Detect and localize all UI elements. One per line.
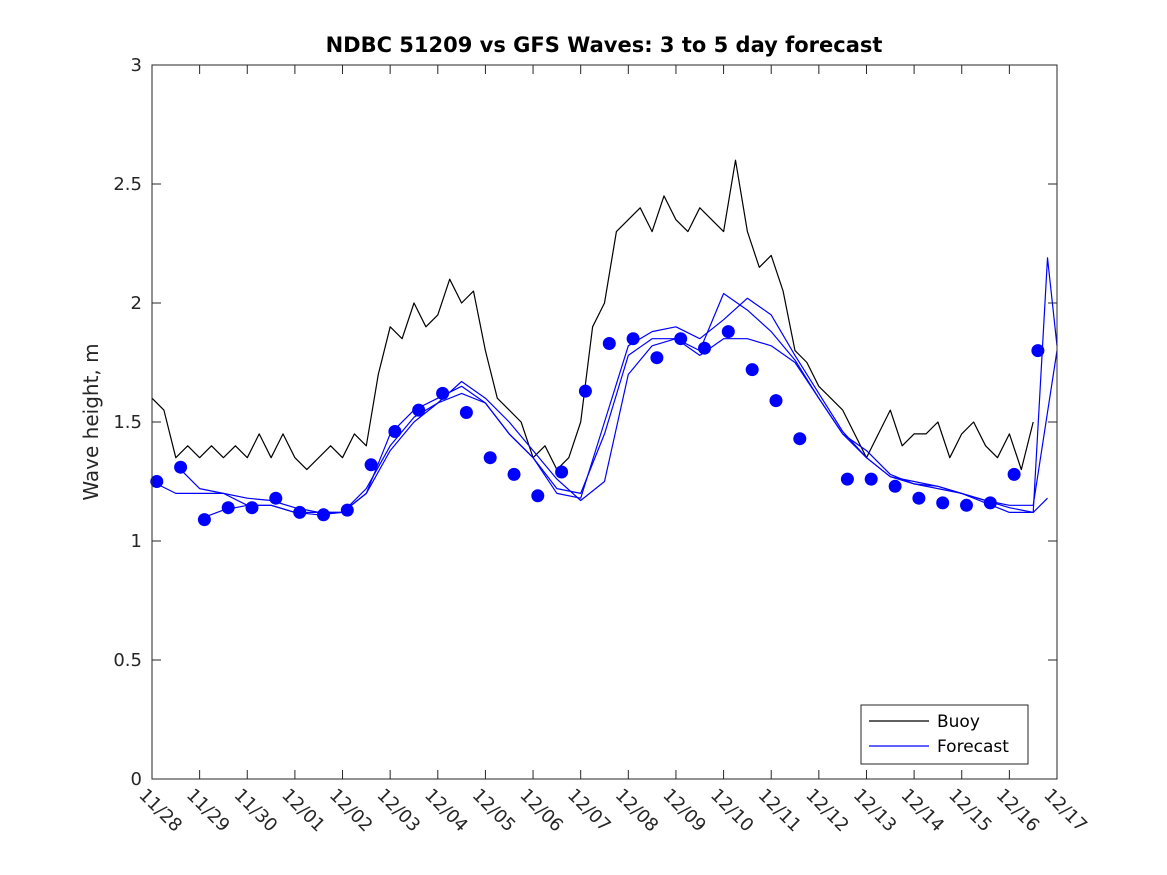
forecast-marker <box>507 467 521 481</box>
forecast-marker <box>1031 344 1045 358</box>
forecast-marker <box>221 501 235 515</box>
forecast-marker <box>602 337 616 350</box>
forecast-marker <box>483 451 497 465</box>
forecast-marker <box>364 458 378 472</box>
x-tick-label: 12/02 <box>325 785 377 837</box>
x-tick-label: 12/14 <box>897 785 949 837</box>
forecast-marker <box>1007 467 1021 481</box>
forecast-marker <box>174 460 188 474</box>
x-tick-label: 11/30 <box>230 785 282 837</box>
legend-label-forecast: Forecast <box>937 737 1009 757</box>
forecast-marker <box>388 425 402 438</box>
chart-title: NDBC 51209 vs GFS Waves: 3 to 5 day fore… <box>326 33 883 57</box>
y-tick-label: 1 <box>131 531 142 552</box>
forecast-marker <box>674 332 688 346</box>
forecast-marker <box>840 472 854 486</box>
x-tick-label: 12/10 <box>706 785 758 837</box>
x-tick-label: 12/17 <box>1039 785 1091 837</box>
forecast-marker <box>626 332 640 346</box>
x-tick-label: 12/12 <box>801 785 853 837</box>
forecast-marker <box>888 479 902 493</box>
forecast-marker <box>197 513 211 527</box>
forecast-marker <box>531 489 545 503</box>
x-tick-label: 12/03 <box>373 785 425 837</box>
x-tick-label: 12/15 <box>944 785 996 837</box>
forecast-marker <box>721 325 735 339</box>
x-tick-label: 12/16 <box>992 785 1044 837</box>
forecast-marker <box>745 363 759 377</box>
x-tick-label: 11/29 <box>182 785 234 837</box>
forecast-marker <box>245 501 259 515</box>
forecast-marker <box>150 475 164 488</box>
x-tick-label: 12/09 <box>658 785 710 837</box>
y-tick-label: 0.5 <box>113 650 142 671</box>
x-tick-label: 12/08 <box>611 785 663 837</box>
forecast-marker <box>650 351 664 365</box>
forecast-marker <box>864 472 878 486</box>
x-tick-label: 12/04 <box>420 785 472 837</box>
x-tick-label: 12/01 <box>277 785 329 837</box>
forecast-marker <box>769 394 783 408</box>
forecast-marker <box>269 491 283 505</box>
marker-layer <box>150 325 1045 527</box>
legend-label-buoy: Buoy <box>937 712 980 732</box>
series-line-buoy <box>151 159 1034 471</box>
forecast-marker <box>936 496 950 510</box>
forecast-marker <box>340 503 354 517</box>
legend: Buoy Forecast <box>860 704 1029 765</box>
forecast-marker <box>793 432 807 446</box>
forecast-marker <box>578 384 592 398</box>
y-tick-label: 2 <box>131 293 142 314</box>
legend-box <box>860 704 1029 765</box>
forecast-marker <box>459 406 473 419</box>
forecast-marker <box>983 496 997 510</box>
y-tick-label: 3 <box>131 55 142 76</box>
y-tick-label: 1.5 <box>113 412 142 433</box>
x-tick-label: 12/06 <box>516 785 568 837</box>
x-tick-label: 12/13 <box>849 785 901 837</box>
forecast-marker <box>960 498 973 512</box>
forecast-marker <box>412 403 426 417</box>
x-tick-label: 12/11 <box>754 785 806 837</box>
y-tick-label: 0 <box>131 769 142 790</box>
y-axis-label: Wave height, m <box>79 343 103 500</box>
x-tick-label: 12/05 <box>468 785 520 837</box>
forecast-marker <box>317 508 330 522</box>
forecast-marker <box>912 491 926 505</box>
forecast-marker <box>555 465 569 479</box>
y-tick-label: 2.5 <box>113 174 142 195</box>
x-tick-label: 12/07 <box>563 785 615 837</box>
forecast-marker <box>698 341 711 355</box>
x-tick-label: 11/28 <box>134 785 186 837</box>
forecast-marker <box>436 386 450 400</box>
forecast-marker <box>293 505 307 519</box>
